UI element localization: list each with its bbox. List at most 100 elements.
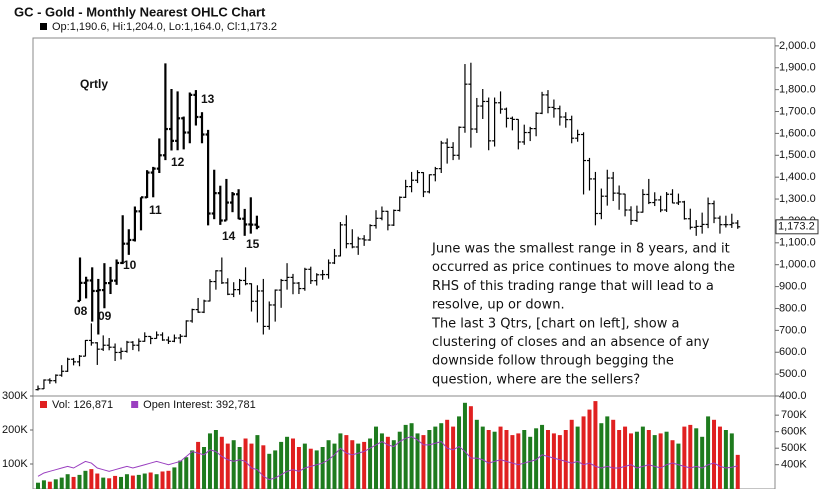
volume-bar bbox=[723, 430, 728, 489]
volume-bar bbox=[634, 431, 639, 489]
volume-bar bbox=[332, 443, 337, 489]
volume-bar bbox=[617, 430, 622, 489]
y-tick-label: 700.0 bbox=[779, 324, 807, 336]
volume-bar bbox=[320, 447, 325, 489]
volume-bar bbox=[492, 431, 497, 489]
volume-bar bbox=[587, 409, 592, 489]
volume-bar bbox=[462, 402, 467, 489]
y-tick-label: 900.0 bbox=[779, 280, 807, 292]
volume-bar bbox=[53, 479, 58, 489]
year-label: 15 bbox=[246, 237, 260, 251]
legend-swatch bbox=[131, 401, 139, 408]
volume-bar bbox=[700, 436, 705, 489]
annotation-line: occurred as price continues to move alon… bbox=[432, 260, 735, 275]
y-tick-label: 1,100.0 bbox=[779, 237, 816, 249]
y-tick-label: 1,000.0 bbox=[779, 259, 816, 271]
volume-bar bbox=[374, 426, 379, 489]
ohlc-legend: Op:1,190.6, Hi:1,204.0, Lo:1,164.0, Cl:1… bbox=[52, 21, 277, 33]
y-tick-label: 1,500.0 bbox=[779, 149, 816, 161]
volume-bar bbox=[267, 453, 272, 489]
volume-bar bbox=[302, 443, 307, 489]
volume-bar bbox=[249, 443, 254, 489]
legend-swatch bbox=[40, 401, 47, 408]
volume-bar bbox=[581, 416, 586, 489]
y-tick-label: 500.0 bbox=[779, 368, 807, 380]
annotation-line: June was the smallest range in 8 years, … bbox=[431, 242, 730, 257]
volume-bar bbox=[273, 450, 278, 489]
volume-bar bbox=[611, 419, 616, 489]
volume-bar bbox=[356, 443, 361, 489]
volume-bar bbox=[130, 475, 135, 489]
volume-bar bbox=[510, 435, 515, 489]
volume-bar bbox=[338, 433, 343, 489]
volume-bar bbox=[243, 438, 248, 489]
volume-bar bbox=[646, 430, 651, 489]
y-tick-label: 600.0 bbox=[779, 346, 807, 358]
y-tick-label: 1,800.0 bbox=[779, 84, 816, 96]
volume-bar bbox=[486, 430, 491, 489]
volume-bar bbox=[178, 460, 183, 489]
last-value-box bbox=[775, 219, 819, 235]
volume-bar bbox=[433, 426, 438, 489]
volume-bar bbox=[474, 419, 479, 489]
annotation-line: RHS of this trading range that will lead… bbox=[432, 279, 714, 294]
volume-bar bbox=[95, 473, 100, 489]
volume-bar bbox=[190, 450, 195, 489]
volume-bar bbox=[196, 441, 201, 489]
volume-bar bbox=[599, 423, 604, 489]
volume-bar bbox=[534, 428, 539, 489]
volume-bar bbox=[160, 471, 165, 489]
y-tick-label: 1,600.0 bbox=[779, 127, 816, 139]
volume-bar bbox=[551, 433, 556, 489]
volume-bar bbox=[468, 406, 473, 489]
volume-bar bbox=[569, 419, 574, 489]
volume-bar bbox=[593, 401, 598, 489]
volume-bar bbox=[385, 436, 390, 489]
annotation-line: question, where are the sellers? bbox=[432, 372, 640, 387]
volume-bar bbox=[71, 476, 76, 489]
volume-bar bbox=[504, 430, 509, 489]
y-tick-label: 1,900.0 bbox=[779, 62, 816, 74]
volume-bar bbox=[368, 438, 373, 489]
volume-bar bbox=[735, 454, 740, 489]
volume-bar bbox=[172, 467, 177, 489]
volume-bar bbox=[545, 430, 550, 489]
y2-tick-label: 600K bbox=[781, 426, 807, 438]
volume-bar bbox=[107, 478, 112, 489]
volume-bar bbox=[308, 448, 313, 489]
y-tick-label: 1,400.0 bbox=[779, 171, 816, 183]
year-label: 10 bbox=[123, 258, 137, 272]
quarterly-label: Qrtly bbox=[80, 77, 108, 91]
volume-bar bbox=[557, 435, 562, 489]
legend-label: Open Interest: 392,781 bbox=[143, 399, 256, 411]
volume-bar bbox=[350, 440, 355, 489]
volume-bar bbox=[279, 441, 284, 489]
volume-bar bbox=[694, 428, 699, 489]
volume-bar bbox=[237, 447, 242, 489]
volume-bar bbox=[451, 426, 456, 489]
y2-tick-label: 400K bbox=[781, 459, 807, 471]
volume-bar bbox=[261, 445, 266, 489]
volume-bar bbox=[119, 476, 124, 489]
volume-bar bbox=[77, 474, 82, 489]
open-interest-line bbox=[37, 436, 738, 481]
y-tick-label: 100K bbox=[2, 458, 28, 470]
volume-bar bbox=[427, 430, 432, 489]
volume-bar bbox=[124, 474, 129, 489]
volume-bar bbox=[184, 457, 189, 489]
volume-bar bbox=[397, 431, 402, 489]
volume-bar bbox=[255, 435, 260, 489]
volume-bar bbox=[640, 426, 645, 489]
volume-bar bbox=[83, 470, 88, 489]
volume-bar bbox=[47, 481, 52, 489]
plot-frame bbox=[32, 37, 776, 489]
legend-swatch bbox=[40, 23, 47, 30]
volume-bar bbox=[439, 423, 444, 489]
volume-bar bbox=[409, 423, 414, 489]
volume-bar bbox=[712, 419, 717, 489]
annotation-line: clustering of closes and an absence of a… bbox=[432, 335, 710, 350]
y-tick-label: 1,700.0 bbox=[779, 105, 816, 117]
volume-bar bbox=[166, 470, 171, 489]
